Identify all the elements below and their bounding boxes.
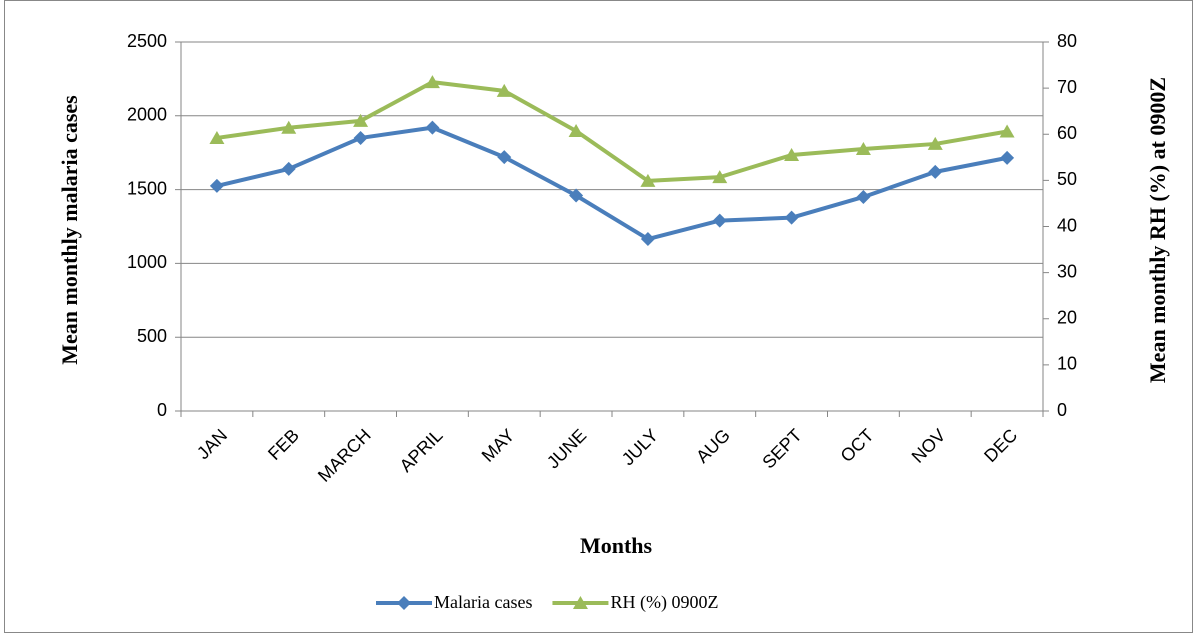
data-point [281,161,296,176]
y-tick-label: 0 [157,400,167,420]
y2-tick-label: 60 [1057,123,1077,143]
data-point [281,120,297,134]
data-point [640,232,655,247]
y-tick-label: 2000 [127,105,167,125]
y2-tick-label: 40 [1057,215,1077,235]
legend-marker [572,596,588,609]
data-point [712,213,727,228]
data-point [569,188,584,203]
data-point [712,170,728,184]
y2-tick-label: 70 [1057,77,1077,97]
legend-label: Malaria cases [434,592,532,612]
legend-label: RH (%) 0900Z [610,592,718,613]
y2-tick-label: 0 [1057,400,1067,420]
y2-axis-title: Mean monthly RH (%) at 0900Z [1145,77,1170,383]
y-tick-label: 500 [137,326,167,346]
y-tick-label: 2500 [127,31,167,51]
y-axis-title: Mean monthly malaria cases [57,95,82,365]
data-point [497,150,512,165]
data-point [1000,150,1015,165]
legend-marker [397,596,411,610]
data-point [209,130,225,144]
y-tick-label: 1000 [127,252,167,272]
data-point [784,210,799,225]
data-point [928,164,943,179]
data-point [425,120,440,135]
x-axis-title: Months [580,533,653,558]
y2-tick-label: 10 [1057,354,1077,374]
series-line [216,125,1008,242]
data-point [353,130,368,145]
data-point [856,189,871,204]
data-point [496,83,512,97]
data-point [927,136,943,150]
data-point [209,178,224,193]
y2-tick-label: 30 [1057,261,1077,281]
data-point [424,75,440,89]
data-point [784,148,800,162]
data-point [568,124,584,138]
y2-tick-label: 50 [1057,169,1077,189]
y-tick-label: 1500 [127,178,167,198]
data-point [640,173,656,187]
data-point [999,124,1015,138]
chart-border [4,0,1193,633]
data-point [353,113,369,127]
y2-tick-label: 20 [1057,308,1077,328]
y2-tick-label: 80 [1057,31,1077,51]
series-line [216,80,1008,183]
data-point [855,142,871,156]
